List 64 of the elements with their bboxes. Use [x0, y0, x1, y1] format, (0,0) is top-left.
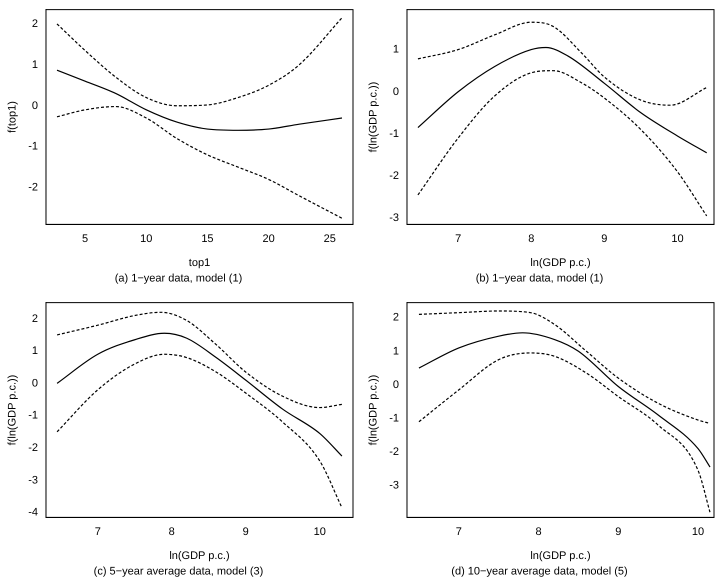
line-series	[56, 312, 343, 408]
y-tick-label: 1	[392, 345, 399, 358]
y-tick-label: -1	[28, 410, 38, 422]
line-series	[417, 46, 708, 154]
y-tick-label: -3	[389, 480, 399, 492]
x-tick-label: 10	[314, 526, 326, 538]
y-tick-label: -2	[28, 182, 38, 194]
x-tick-label: 9	[615, 526, 622, 538]
x-tick-label: 25	[324, 233, 336, 246]
x-tick-label: 8	[528, 233, 534, 246]
x-tick-label: 7	[455, 233, 462, 246]
text: (a) 1−year data, model (1)	[114, 272, 242, 284]
y-tick-label: 2	[32, 312, 38, 325]
y-tick-label: 2	[32, 18, 38, 30]
line-series	[56, 332, 343, 457]
x-tick-label: 15	[201, 233, 214, 246]
line-series	[418, 352, 711, 513]
x-axis-title: ln(GDP p.c.)	[530, 550, 591, 562]
line-series	[56, 17, 343, 106]
x-tick-label: 10	[671, 233, 684, 246]
y-tick-label: 0	[32, 377, 38, 390]
y-tick-label: -2	[389, 170, 399, 182]
line-series	[418, 310, 711, 424]
x-tick-label: 8	[168, 526, 175, 538]
y-tick-label: 0	[392, 378, 399, 391]
y-tick-label: 2	[392, 312, 399, 324]
line-series	[56, 354, 343, 508]
x-axis-title: ln(GDP p.c.)	[530, 257, 591, 270]
x-tick-label: 7	[456, 526, 462, 538]
text: (b) 1−year data, model (1)	[476, 272, 604, 284]
x-tick-label: 5	[82, 233, 88, 246]
y-axis-title: f(top1)	[6, 101, 19, 133]
x-tick-label: 8	[536, 526, 542, 538]
y-tick-label: 0	[32, 100, 38, 112]
y-tick-label: 1	[32, 58, 38, 71]
x-tick-label: 9	[601, 233, 608, 246]
text: (d) 10−year average data, model (5)	[451, 565, 628, 578]
line-series	[418, 332, 711, 468]
x-axis-title: ln(GDP p.c.)	[169, 550, 230, 562]
x-axis-title: top1	[188, 257, 210, 270]
y-tick-label: -2	[389, 446, 399, 458]
line-series	[56, 70, 343, 131]
y-tick-label: -1	[389, 128, 399, 140]
y-tick-label: -2	[28, 442, 38, 454]
x-tick-label: 10	[140, 233, 152, 246]
y-tick-label: -3	[389, 212, 399, 224]
y-axis-title: f(ln(GDP p.c.))	[368, 374, 380, 446]
y-tick-label: -3	[28, 474, 38, 486]
y-tick-label: -1	[28, 140, 38, 153]
line-series	[56, 106, 343, 219]
line-series	[417, 22, 708, 106]
y-tick-label: 1	[32, 345, 38, 358]
x-tick-label: 7	[94, 526, 101, 538]
y-axis-title: f(ln(GDP p.c.))	[368, 82, 380, 152]
line-series	[417, 70, 708, 217]
y-tick-label: -4	[28, 506, 38, 519]
y-tick-label: -1	[389, 412, 399, 424]
x-tick-label: 10	[692, 526, 704, 538]
y-tick-label: 1	[392, 44, 399, 56]
x-tick-label: 20	[262, 233, 275, 246]
y-tick-label: 0	[392, 86, 399, 98]
x-tick-label: 9	[242, 526, 249, 538]
text: (c) 5−year average data, model (3)	[94, 565, 264, 578]
y-axis-title: f(ln(GDP p.c.))	[6, 374, 19, 446]
